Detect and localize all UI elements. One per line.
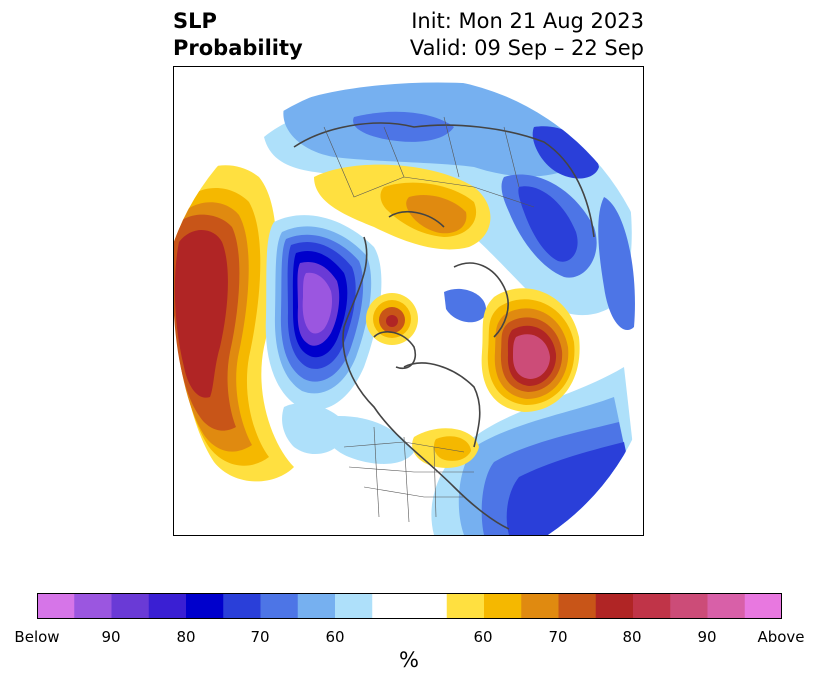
colorbar-label-above: Above — [757, 628, 805, 646]
colorbar-swatch-14 — [558, 593, 597, 619]
colorbar-swatch-16 — [633, 593, 671, 619]
map-disc — [174, 77, 643, 535]
colorbar-swatch-1 — [74, 593, 113, 619]
colorbar-swatch-18 — [707, 593, 746, 619]
arctic-high-anomaly — [366, 288, 486, 345]
colorbar-label-above-60: 60 — [473, 628, 493, 646]
colorbar-label-above-90: 90 — [697, 628, 717, 646]
colorbar-swatch-0 — [37, 593, 75, 619]
eurasia-low-anomaly — [283, 82, 635, 331]
colorbar — [37, 593, 782, 619]
coastlines — [293, 122, 595, 530]
colorbar-label-below-60: 60 — [325, 628, 345, 646]
title-variable: SLP — [173, 9, 217, 33]
siberia-high-anomaly — [314, 164, 491, 250]
pacific-high-anomaly — [174, 165, 294, 482]
colorbar-swatch-12 — [484, 593, 522, 619]
borders — [323, 116, 535, 523]
colorbar-swatch-5 — [223, 593, 262, 619]
colorbar-swatch-3 — [148, 593, 187, 619]
title-left: SLP Probability — [173, 8, 303, 62]
colorbar-label-above-70: 70 — [548, 628, 568, 646]
colorbar-swatch-11 — [446, 593, 485, 619]
colorbar-label-below-80: 80 — [176, 628, 196, 646]
colorbar-label-below: Below — [14, 628, 60, 646]
title-right: Init: Mon 21 Aug 2023 Valid: 09 Sep – 22… — [410, 8, 644, 62]
colorbar-swatch-13 — [521, 593, 560, 619]
colorbar-swatch-4 — [186, 593, 224, 619]
map-svg — [174, 77, 643, 535]
colorbar-unit: % — [399, 648, 419, 672]
colorbar-label-above-80: 80 — [622, 628, 642, 646]
colorbar-swatch-15 — [595, 593, 634, 619]
gulf-of-alaska-low-anomaly — [265, 215, 382, 411]
colorbar-label-below-90: 90 — [101, 628, 121, 646]
colorbar-swatch-6 — [260, 593, 299, 619]
colorbar-swatch-9 — [372, 593, 411, 619]
colorbar-swatch-10 — [409, 593, 448, 619]
colorbar-swatch-7 — [297, 593, 336, 619]
colorbar-border — [37, 593, 782, 619]
valid-range: Valid: 09 Sep – 22 Sep — [409, 36, 644, 60]
map-frame — [173, 66, 644, 536]
us-east-high-anomaly — [412, 428, 479, 468]
init-date: Init: Mon 21 Aug 2023 — [411, 9, 644, 33]
colorbar-swatch-17 — [670, 593, 709, 619]
title-type: Probability — [173, 36, 303, 60]
colorbar-swatch-2 — [111, 593, 150, 619]
colorbar-swatch-8 — [335, 593, 373, 619]
colorbar-swatch-19 — [744, 593, 782, 619]
colorbar-label-below-70: 70 — [250, 628, 270, 646]
